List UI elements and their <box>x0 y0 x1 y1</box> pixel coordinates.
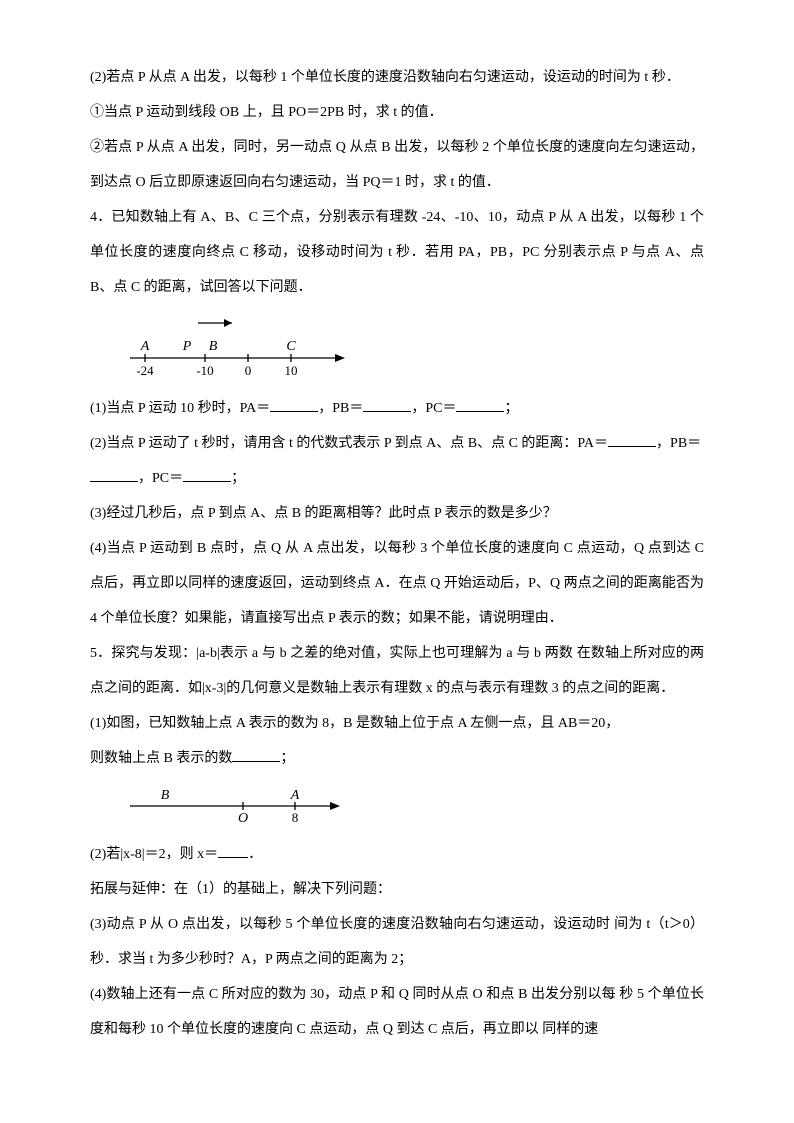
label-B: B <box>209 339 218 354</box>
paragraph: ①当点 P 运动到线段 OB 上，且 PO＝2PB 时，求 t 的值． <box>90 95 704 130</box>
paragraph: 拓展与延伸：在（1）的基础上，解决下列问题： <box>90 872 704 907</box>
blank-input <box>183 467 231 482</box>
label-C: C <box>286 339 296 354</box>
label-A: A <box>290 788 300 803</box>
blank-input <box>363 397 411 412</box>
paragraph: (4)数轴上还有一点 C 所对应的数为 30，动点 P 和 Q 同时从点 O 和… <box>90 977 704 1047</box>
paragraph: (2)若|x-8|＝2，则 x＝． <box>90 837 704 872</box>
paragraph: 4．已知数轴上有 A、B、C 三个点，分别表示有理数 -24、-10、10，动点… <box>90 200 704 305</box>
label-O: O <box>238 811 248 826</box>
paragraph: (3)动点 P 从 O 点出发，以每秒 5 个单位长度的速度沿数轴向右匀速运动，… <box>90 907 704 977</box>
blank-input <box>608 432 656 447</box>
paragraph: 5．探究与发现：|a-b|表示 a 与 b 之差的绝对值，实际上也可理解为 a … <box>90 636 704 706</box>
number-line-diagram-1: A P B C -24 -10 0 10 <box>120 313 704 383</box>
paragraph: (1)当点 P 运动 10 秒时，PA＝，PB＝，PC＝； <box>90 391 704 426</box>
blank-input <box>90 467 138 482</box>
label-P: P <box>182 339 192 354</box>
blank-input <box>218 843 248 858</box>
tick-10: 10 <box>285 363 298 378</box>
paragraph: (2)当点 P 运动了 t 秒时，请用含 t 的代数式表示 P 到点 A、点 B… <box>90 426 704 496</box>
number-line-diagram-2: B A O 8 <box>120 784 704 829</box>
blank-input <box>456 397 504 412</box>
tick--10: -10 <box>196 363 213 378</box>
paragraph: 则数轴上点 B 表示的数； <box>90 741 704 776</box>
label-B: B <box>161 788 170 803</box>
paragraph: (1)如图，已知数轴上点 A 表示的数为 8，B 是数轴上位于点 A 左侧一点，… <box>90 706 704 741</box>
paragraph: (3)经过几秒后，点 P 到点 A、点 B 的距离相等？此时点 P 表示的数是多… <box>90 496 704 531</box>
tick--24: -24 <box>136 363 154 378</box>
paragraph: (4)当点 P 运动到 B 点时，点 Q 从 A 点出发，以每秒 3 个单位长度… <box>90 531 704 636</box>
blank-input <box>232 747 280 762</box>
tick-0: 0 <box>245 363 252 378</box>
tick-8: 8 <box>292 810 299 825</box>
paragraph: (2)若点 P 从点 A 出发，以每秒 1 个单位长度的速度沿数轴向右匀速运动，… <box>90 60 704 95</box>
blank-input <box>270 397 318 412</box>
label-A: A <box>140 339 150 354</box>
paragraph: ②若点 P 从点 A 出发，同时，另一动点 Q 从点 B 出发，以每秒 2 个单… <box>90 130 704 200</box>
